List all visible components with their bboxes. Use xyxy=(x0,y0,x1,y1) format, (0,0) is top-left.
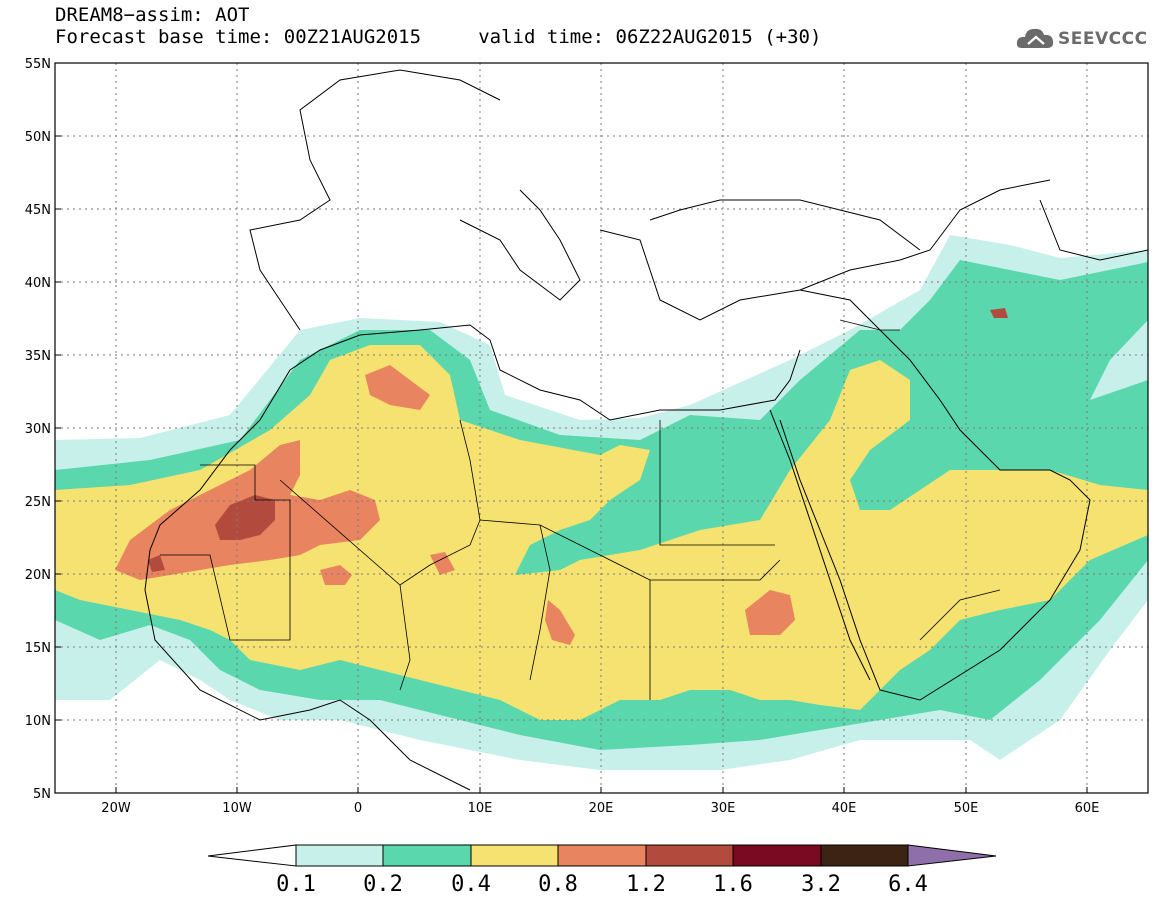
colorbar-bin xyxy=(470,844,559,867)
colorbar-bin xyxy=(382,844,472,867)
aot-contour-0.8 xyxy=(545,600,575,645)
colorbar-bin xyxy=(645,844,734,867)
lat-labels: 55N 50N 45N 40N 35N 30N 25N 20N 15N 10N … xyxy=(25,57,51,802)
colorbar-label: 0.4 xyxy=(451,872,491,897)
lon-label: 60E xyxy=(1075,801,1100,816)
lon-label: 40E xyxy=(832,801,857,816)
map-ticks xyxy=(55,62,1088,793)
colorbar-bin xyxy=(820,844,909,867)
country-borders xyxy=(160,319,1001,700)
map-gridlines xyxy=(55,63,1148,793)
lat-label: 45N xyxy=(25,203,51,218)
lon-label: 30E xyxy=(711,801,736,816)
aot-contour-0.8 xyxy=(365,365,430,410)
lon-label: 10W xyxy=(222,801,252,816)
seevccc-logo: SEEVCCC xyxy=(1016,22,1156,56)
colorbar xyxy=(207,844,997,867)
lat-label: 25N xyxy=(25,495,51,510)
lat-label: 20N xyxy=(25,568,51,583)
colorbar-label: 0.1 xyxy=(276,872,316,897)
lat-label: 40N xyxy=(25,276,51,291)
colorbar-bin xyxy=(557,844,647,867)
cloud-icon xyxy=(1016,28,1054,48)
aot-contour-0.4 xyxy=(55,345,1148,720)
coastlines xyxy=(144,69,1148,791)
colorbar-overflow xyxy=(907,844,997,867)
plot-subtitle-times: Forecast base time: 00Z21AUG2015 valid t… xyxy=(55,26,822,48)
aot-contour-1.2 xyxy=(148,555,165,572)
lon-label: 50E xyxy=(954,801,979,816)
colorbar-label: 3.2 xyxy=(801,872,841,897)
colorbar-bin xyxy=(295,844,384,867)
colorbar-underflow xyxy=(207,844,297,867)
lon-label: 20E xyxy=(589,801,614,816)
lat-label: 35N xyxy=(25,349,51,364)
aot-contour-0.8 xyxy=(745,590,795,635)
colorbar-label: 0.8 xyxy=(538,872,578,897)
lon-label: 20W xyxy=(101,801,131,816)
lat-label: 5N xyxy=(33,787,51,802)
colorbar-bin xyxy=(732,844,822,867)
aot-contour-1.2 xyxy=(215,495,275,540)
lon-label: 10E xyxy=(468,801,493,816)
lat-label: 55N xyxy=(25,57,51,72)
colorbar-label: 1.6 xyxy=(713,872,753,897)
lon-label: 0 xyxy=(354,801,362,816)
colorbar-label: 6.4 xyxy=(888,872,928,897)
aot-contour-0.8 xyxy=(320,565,352,585)
lat-label: 50N xyxy=(25,130,51,145)
colorbar-label: 1.2 xyxy=(626,872,666,897)
aot-contour-1.2 xyxy=(990,308,1008,318)
lon-labels: 20W 10W 0 10E 20E 30E 40E 50E 60E xyxy=(101,801,1099,816)
colorbar-label: 0.2 xyxy=(363,872,403,897)
plot-title: DREAM8−assim: AOT xyxy=(55,4,250,26)
colorbar-labels: 0.1 0.2 0.4 0.8 1.2 1.6 3.2 6.4 xyxy=(276,872,928,897)
lat-label: 15N xyxy=(25,641,51,656)
lat-label: 10N xyxy=(25,714,51,729)
logo-text: SEEVCCC xyxy=(1058,29,1148,49)
lat-label: 30N xyxy=(25,422,51,437)
aot-contour-0.8 xyxy=(430,552,455,575)
aot-field xyxy=(55,63,1148,793)
